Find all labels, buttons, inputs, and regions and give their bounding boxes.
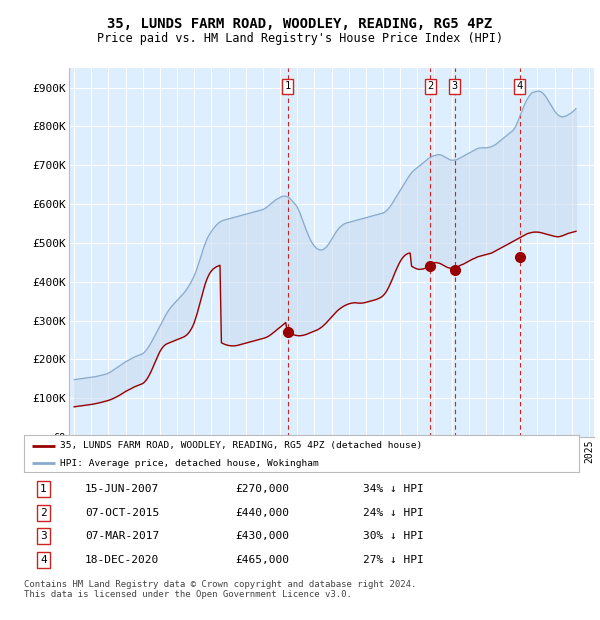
Text: 15-JUN-2007: 15-JUN-2007 <box>85 484 160 494</box>
Text: 1: 1 <box>40 484 47 494</box>
Text: Contains HM Land Registry data © Crown copyright and database right 2024.
This d: Contains HM Land Registry data © Crown c… <box>24 580 416 599</box>
Text: 2: 2 <box>40 508 47 518</box>
Text: £465,000: £465,000 <box>235 555 289 565</box>
Text: £440,000: £440,000 <box>235 508 289 518</box>
Text: 4: 4 <box>40 555 47 565</box>
Text: 18-DEC-2020: 18-DEC-2020 <box>85 555 160 565</box>
Text: 3: 3 <box>452 81 458 91</box>
Text: 35, LUNDS FARM ROAD, WOODLEY, READING, RG5 4PZ: 35, LUNDS FARM ROAD, WOODLEY, READING, R… <box>107 17 493 32</box>
Text: £430,000: £430,000 <box>235 531 289 541</box>
Text: 34% ↓ HPI: 34% ↓ HPI <box>362 484 424 494</box>
Text: Price paid vs. HM Land Registry's House Price Index (HPI): Price paid vs. HM Land Registry's House … <box>97 32 503 45</box>
Text: 24% ↓ HPI: 24% ↓ HPI <box>362 508 424 518</box>
Text: 4: 4 <box>517 81 523 91</box>
Text: 27% ↓ HPI: 27% ↓ HPI <box>362 555 424 565</box>
Text: 1: 1 <box>284 81 291 91</box>
Text: 35, LUNDS FARM ROAD, WOODLEY, READING, RG5 4PZ (detached house): 35, LUNDS FARM ROAD, WOODLEY, READING, R… <box>60 441 422 450</box>
Text: 3: 3 <box>40 531 47 541</box>
Text: 07-OCT-2015: 07-OCT-2015 <box>85 508 160 518</box>
Text: 2: 2 <box>427 81 434 91</box>
Text: HPI: Average price, detached house, Wokingham: HPI: Average price, detached house, Woki… <box>60 459 319 467</box>
Text: £270,000: £270,000 <box>235 484 289 494</box>
Text: 07-MAR-2017: 07-MAR-2017 <box>85 531 160 541</box>
Text: 30% ↓ HPI: 30% ↓ HPI <box>362 531 424 541</box>
